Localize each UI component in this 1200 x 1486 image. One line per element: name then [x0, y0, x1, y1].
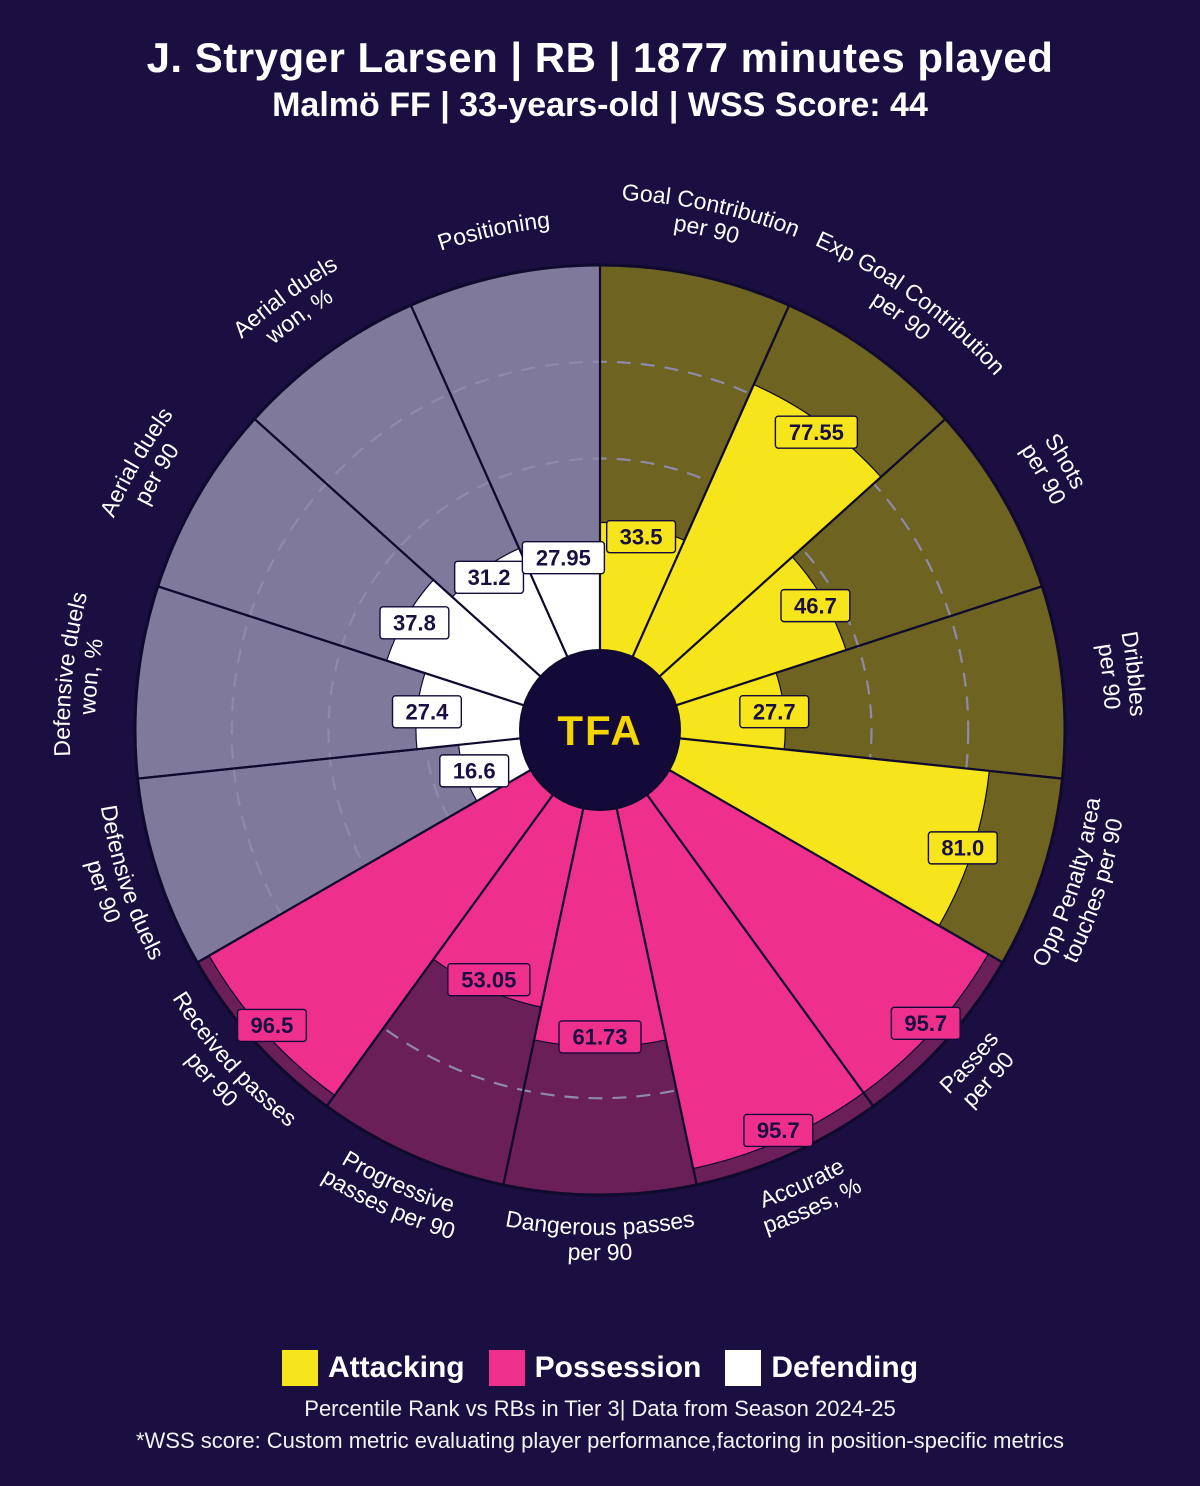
title-sub: Malmö FF | 33-years-old | WSS Score: 44	[0, 86, 1200, 125]
legend-label-attacking: Attacking	[328, 1351, 465, 1385]
value-label-text: 33.5	[620, 524, 663, 549]
legend-swatch-attacking	[282, 1350, 318, 1386]
percentile-radial-chart: Goal Contributionper 90Exp Goal Contribu…	[20, 140, 1180, 1310]
value-label-text: 31.2	[468, 565, 511, 590]
value-label-text: 95.7	[904, 1011, 947, 1036]
value-label-text: 95.7	[757, 1118, 800, 1143]
value-label-text: 16.6	[453, 759, 496, 784]
value-label-text: 77.55	[789, 420, 844, 445]
value-label-text: 53.05	[461, 967, 516, 992]
value-label-text: 27.4	[406, 700, 450, 725]
metric-label: Dangerous passes	[504, 1205, 697, 1240]
value-label-text: 46.7	[794, 593, 837, 618]
value-label-text: 81.0	[941, 836, 984, 861]
title-main: J. Stryger Larsen | RB | 1877 minutes pl…	[0, 34, 1200, 82]
center-layer: TFA	[520, 650, 680, 810]
value-label-text: 61.73	[572, 1025, 627, 1050]
metric-label: Positioning	[434, 207, 551, 256]
footer-block: Attacking Possession Defending Percentile …	[0, 1350, 1200, 1454]
page-root: J. Stryger Larsen | RB | 1877 minutes pl…	[0, 0, 1200, 1486]
center-logo-text: TFA	[557, 707, 642, 754]
footnote-comparison: Percentile Rank vs RBs in Tier 3| Data f…	[0, 1396, 1200, 1422]
chart-container: Goal Contributionper 90Exp Goal Contribu…	[0, 140, 1200, 1316]
legend-label-possession: Possession	[535, 1351, 702, 1385]
metric-label: per 90	[567, 1238, 633, 1265]
legend-item-defending: Defending	[725, 1350, 918, 1386]
value-label-text: 37.8	[393, 611, 436, 636]
footnote-wss: *WSS score: Custom metric evaluating pla…	[0, 1428, 1200, 1454]
header-block: J. Stryger Larsen | RB | 1877 minutes pl…	[0, 34, 1200, 125]
legend-item-attacking: Attacking	[282, 1350, 465, 1386]
value-label-text: 27.7	[753, 699, 796, 724]
value-label-text: 96.5	[251, 1013, 294, 1038]
legend-label-defending: Defending	[771, 1351, 918, 1385]
legend-swatch-possession	[489, 1350, 525, 1386]
legend-item-possession: Possession	[489, 1350, 702, 1386]
value-label-text: 27.95	[536, 545, 591, 570]
legend: Attacking Possession Defending	[0, 1350, 1200, 1386]
legend-swatch-defending	[725, 1350, 761, 1386]
